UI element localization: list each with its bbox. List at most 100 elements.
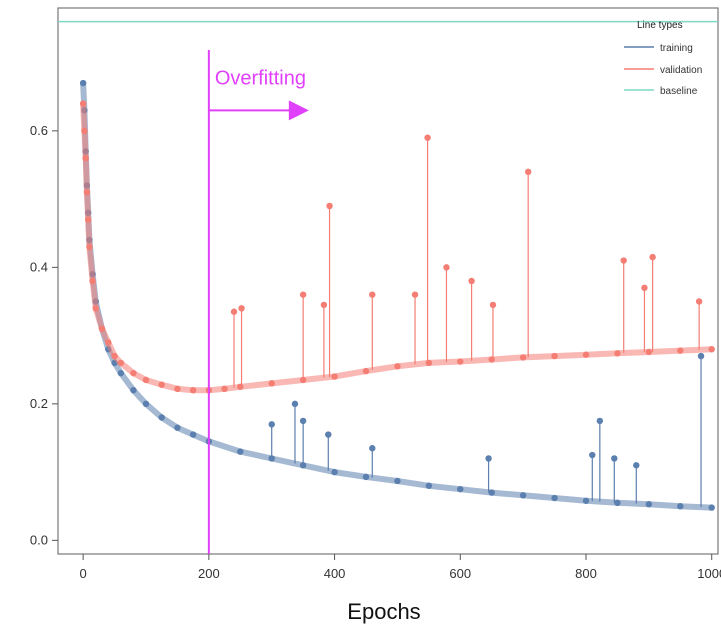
data-point-validation	[221, 385, 228, 393]
y-axis: 0.0 0.2 0.4 0.6	[30, 123, 58, 547]
legend-label-training: training	[660, 43, 693, 54]
spike-point-validation	[620, 257, 627, 264]
spike-point-training	[633, 462, 640, 469]
spike-point-training	[325, 431, 332, 438]
data-point-training	[614, 499, 621, 507]
spike-point-validation	[443, 264, 450, 271]
spike-point-validation	[326, 202, 333, 210]
data-point-validation	[551, 352, 558, 360]
x-axis-label: Epochs	[347, 599, 420, 624]
series-line-training	[80, 82, 712, 511]
data-point-validation	[98, 325, 106, 332]
data-point-training	[331, 468, 338, 476]
data-point-validation	[84, 216, 92, 223]
spike-point-validation	[320, 301, 328, 309]
y-tick-label: 0.2	[30, 396, 48, 411]
spike-point-validation	[649, 253, 656, 261]
data-point-training	[425, 482, 433, 489]
data-point-validation	[708, 346, 715, 353]
x-tick-label: 1000	[697, 566, 721, 581]
data-point-training	[488, 489, 495, 496]
spike-point-validation	[230, 308, 238, 315]
data-point-validation	[394, 363, 401, 370]
y-tick-label: 0.6	[30, 123, 48, 138]
data-point-validation	[82, 154, 89, 162]
x-tick-label: 200	[198, 566, 220, 581]
data-point-validation	[86, 243, 93, 251]
data-point-validation	[645, 348, 653, 356]
data-point-training	[174, 424, 181, 431]
spike-point-training	[697, 352, 705, 360]
data-point-training	[708, 504, 715, 511]
series-layer	[79, 79, 715, 511]
legend-label-validation: validation	[660, 65, 702, 76]
data-point-training	[158, 414, 165, 421]
data-point-validation	[457, 358, 464, 365]
legend-label-baseline: baseline	[660, 86, 698, 97]
data-point-training	[394, 477, 401, 485]
spike-point-training	[611, 455, 618, 462]
overfitting-arrowhead	[288, 100, 309, 121]
plot-frame	[57, 7, 719, 555]
data-point-training	[582, 497, 590, 504]
spike-point-validation	[238, 305, 245, 312]
spike-point-validation	[695, 298, 703, 305]
data-point-training	[551, 494, 558, 502]
data-point-training	[237, 448, 244, 455]
data-point-validation	[677, 347, 684, 354]
data-point-validation	[174, 385, 181, 393]
series-line-validation	[80, 103, 712, 394]
data-point-validation	[331, 373, 338, 380]
spike-point-validation	[468, 277, 475, 285]
y-tick-label: 0.0	[30, 532, 48, 547]
data-point-training	[362, 473, 370, 481]
spike-point-training	[299, 417, 307, 425]
data-point-training	[519, 492, 527, 499]
data-point-validation	[362, 367, 370, 375]
data-point-validation	[425, 359, 433, 367]
data-point-training	[79, 79, 87, 87]
spike-point-validation	[411, 291, 419, 298]
data-point-validation	[142, 376, 150, 384]
data-point-training	[677, 503, 684, 510]
x-tick-label: 400	[324, 566, 346, 581]
data-point-validation	[79, 100, 87, 107]
spike-point-training	[268, 421, 275, 428]
data-point-training	[130, 387, 137, 394]
data-point-validation	[237, 383, 244, 390]
data-point-validation	[130, 369, 137, 377]
y-tick-label: 0.4	[30, 259, 48, 274]
x-axis: 0 200 400 600 800 1000	[80, 554, 721, 581]
data-point-validation	[111, 352, 118, 360]
spike-point-validation	[424, 134, 431, 141]
data-point-validation	[189, 387, 197, 394]
data-point-validation	[488, 356, 495, 363]
data-point-validation	[519, 354, 527, 361]
spike-point-training	[485, 455, 492, 462]
legend-title: Line types	[637, 20, 683, 31]
spike-point-validation	[489, 301, 497, 309]
data-point-validation	[158, 381, 165, 388]
spike-point-validation	[524, 168, 532, 175]
data-point-validation	[268, 380, 275, 387]
data-point-validation	[92, 305, 99, 312]
data-point-training	[142, 400, 150, 408]
spike-point-training	[291, 400, 299, 408]
x-tick-label: 800	[575, 566, 597, 581]
data-point-validation	[614, 350, 621, 357]
data-point-validation	[105, 339, 112, 346]
spike-point-validation	[369, 291, 376, 298]
series-validation	[79, 100, 715, 394]
spike-point-training	[589, 451, 596, 459]
spike-point-validation	[641, 284, 648, 292]
x-tick-label: 0	[80, 566, 87, 581]
spike-point-training	[369, 445, 376, 452]
overfitting-label: Overfitting	[215, 67, 306, 89]
spike-point-validation	[299, 291, 307, 298]
series-training	[79, 79, 715, 511]
data-point-training	[457, 485, 464, 493]
legend: Line types training validation baseline	[624, 20, 702, 97]
data-point-training	[645, 500, 653, 508]
data-point-validation	[117, 359, 125, 367]
